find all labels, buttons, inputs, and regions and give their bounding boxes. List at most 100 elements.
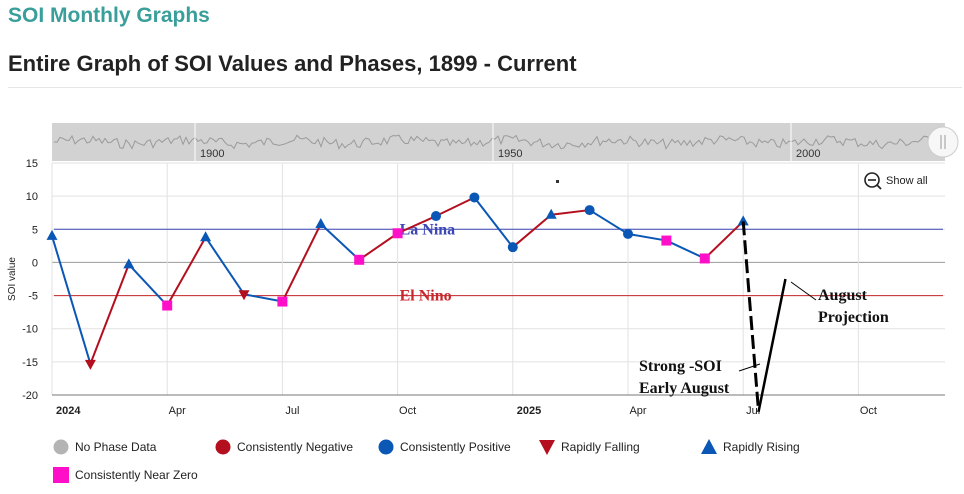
legend-marker — [215, 439, 231, 455]
series-segment — [358, 232, 399, 261]
soi-series-line — [51, 196, 744, 365]
y-axis-ticks: 15 10 5 0 -5 -10 -15 -20 — [22, 158, 38, 402]
annotation-line: Early August — [639, 380, 730, 397]
y-tick-label: 10 — [26, 191, 38, 203]
x-tick-label: Jul — [285, 405, 299, 417]
threshold-lines: La Nina El Nino — [54, 221, 943, 305]
soi-markers[interactable] — [46, 192, 749, 370]
series-segment — [435, 196, 475, 217]
y-tick-label: -20 — [22, 390, 38, 402]
chart-annotations: August Projection Strong -SOI Early August — [556, 180, 889, 397]
data-point-rising[interactable] — [200, 231, 212, 242]
x-tick-label: Apr — [169, 405, 186, 417]
data-point-falling[interactable] — [84, 359, 96, 370]
navigator-sparkline — [53, 134, 931, 150]
navigator-label: 2000 — [796, 148, 820, 160]
site-title: SOI Monthly Graphs — [8, 4, 210, 27]
legend-item-negative[interactable]: Consistently Negative — [215, 439, 354, 455]
series-segment — [473, 196, 514, 248]
legend-marker — [539, 440, 555, 455]
y-tick-label: 15 — [26, 158, 38, 170]
legend-marker — [378, 439, 394, 455]
show-all-label[interactable]: Show all — [886, 175, 928, 187]
projection-drop — [741, 221, 761, 412]
projection-rebound — [757, 278, 787, 412]
data-point-near-zero[interactable] — [162, 300, 173, 311]
legend-marker — [53, 439, 69, 455]
legend-item-near-zero[interactable]: Consistently Near Zero — [53, 467, 198, 483]
data-point-falling[interactable] — [238, 290, 250, 301]
legend-label: Consistently Near Zero — [75, 468, 198, 482]
grid — [51, 162, 945, 396]
y-tick-label: -5 — [28, 291, 38, 303]
data-point-rising[interactable] — [315, 217, 327, 228]
legend-label: Consistently Negative — [237, 440, 353, 454]
legend-label: Rapidly Rising — [723, 440, 800, 454]
legend-marker — [53, 467, 69, 483]
series-segment — [665, 239, 706, 260]
y-tick-label: 0 — [32, 257, 38, 269]
data-point-positive[interactable] — [431, 211, 441, 222]
series-segment — [89, 264, 130, 365]
series-segment — [397, 215, 437, 235]
navigator-label: 1900 — [200, 148, 224, 160]
legend: No Phase Data Consistently Negative Consis… — [53, 439, 800, 483]
series-segment — [281, 223, 322, 302]
x-tick-label: Apr — [629, 405, 646, 417]
series-segment — [512, 213, 552, 248]
series-segment — [204, 236, 245, 295]
august-projection-line — [741, 221, 787, 412]
legend-label: Rapidly Falling — [561, 440, 640, 454]
legend-item-no-phase[interactable]: No Phase Data — [53, 439, 157, 455]
x-tick-label: Oct — [860, 405, 877, 417]
annotation-strong-soi: Strong -SOI Early August — [639, 358, 761, 397]
series-segment — [243, 293, 283, 303]
data-point-near-zero[interactable] — [699, 253, 710, 264]
data-point-rising[interactable] — [123, 258, 135, 269]
navigator-label: 1950 — [498, 148, 522, 160]
x-axis-ticks: 2024 Apr Jul Oct 2025 Apr Jul Oct — [56, 405, 877, 417]
series-segment — [551, 209, 590, 216]
series-segment — [51, 235, 92, 365]
annotation-line: Projection — [818, 309, 889, 326]
data-point-positive[interactable] — [469, 192, 480, 203]
data-point-near-zero[interactable] — [392, 228, 403, 239]
annotation-line: August — [818, 287, 868, 304]
series-segment — [589, 209, 629, 235]
threshold-label: El Nino — [400, 288, 452, 305]
legend-item-rising[interactable]: Rapidly Rising — [701, 439, 800, 454]
legend-marker — [701, 439, 717, 454]
y-tick-label: 5 — [32, 224, 38, 236]
legend-label: No Phase Data — [75, 440, 157, 454]
data-point-positive[interactable] — [623, 228, 633, 239]
data-point-positive[interactable] — [584, 205, 595, 216]
y-tick-label: -15 — [22, 357, 38, 369]
y-axis-label: SOI value — [7, 257, 18, 301]
annotation-august-projection: August Projection — [790, 281, 889, 326]
x-tick-label: Jul — [746, 405, 760, 417]
series-segment — [627, 232, 667, 242]
data-point-near-zero[interactable] — [277, 296, 288, 307]
range-navigator[interactable]: 1900 1950 2000 — [52, 123, 959, 161]
data-point-rising[interactable] — [46, 229, 58, 240]
stray-mark — [556, 180, 559, 183]
show-all-button[interactable]: Show all — [864, 172, 928, 190]
data-point-rising[interactable] — [737, 215, 749, 226]
series-segment — [166, 236, 207, 307]
legend-item-falling[interactable]: Rapidly Falling — [539, 440, 640, 455]
legend-item-positive[interactable]: Consistently Positive — [378, 439, 512, 455]
data-point-near-zero[interactable] — [661, 235, 672, 246]
x-tick-label: Oct — [399, 405, 416, 417]
y-tick-label: -10 — [22, 324, 38, 336]
data-point-rising[interactable] — [545, 208, 557, 219]
data-point-positive[interactable] — [507, 242, 518, 253]
data-point-near-zero[interactable] — [354, 254, 365, 265]
zoom-out-icon — [864, 172, 880, 188]
annotation-pointer — [738, 363, 761, 372]
legend-label: Consistently Positive — [400, 440, 511, 454]
navigator-handle[interactable] — [927, 126, 959, 158]
annotation-pointer — [790, 281, 817, 301]
series-segment — [704, 220, 744, 260]
x-tick-label: 2024 — [56, 405, 81, 417]
